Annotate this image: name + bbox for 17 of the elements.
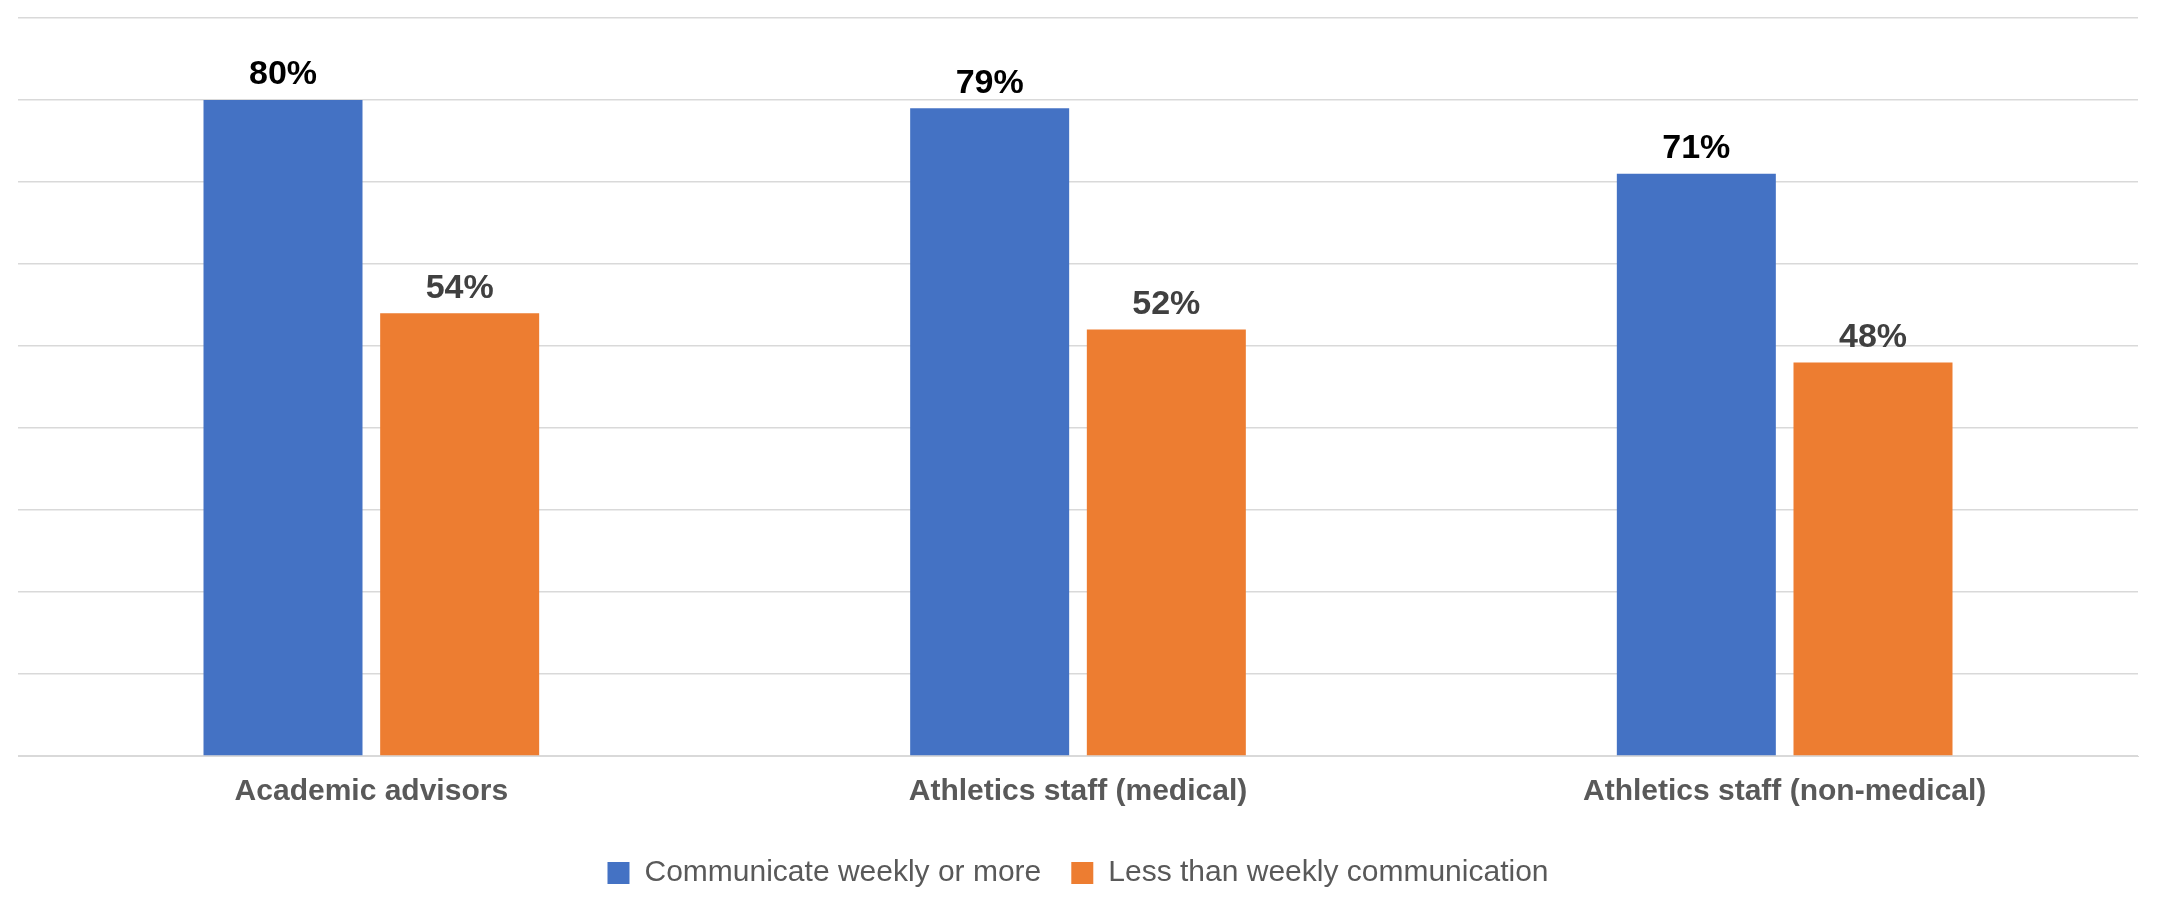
bar <box>380 313 540 756</box>
data-label: 52% <box>1132 282 1201 321</box>
legend-label: Communicate weekly or more <box>644 854 1042 888</box>
data-label: 79% <box>955 61 1024 100</box>
x-tick-label: Academic advisors <box>234 773 509 807</box>
legend-label: Less than weekly communication <box>1108 854 1549 888</box>
bar <box>203 100 363 756</box>
bar <box>1086 329 1246 756</box>
x-tick-label: Athletics staff (medical) <box>908 773 1248 807</box>
data-label: 71% <box>1662 127 1731 166</box>
bar <box>1793 362 1953 756</box>
data-label: 80% <box>248 53 318 92</box>
data-label: 54% <box>425 266 494 305</box>
data-label: 48% <box>1838 315 1908 354</box>
x-tick-label: Athletics staff (non-medical) <box>1582 773 1987 807</box>
bar <box>910 108 1070 756</box>
bar <box>1616 173 1776 756</box>
